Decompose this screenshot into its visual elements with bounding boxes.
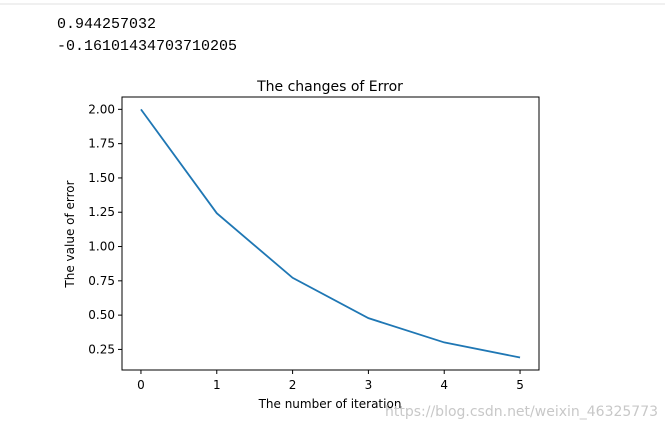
y-axis-label: The value of error [63,180,77,288]
chart-title: The changes of Error [256,79,403,95]
x-tick-label: 0 [137,378,145,392]
y-tick-label: 2.00 [88,102,115,116]
plot-frame [121,96,540,371]
y-tick-label: 1.75 [88,137,115,151]
y-tick-label: 1.25 [88,205,115,219]
y-tick-label: 0.75 [88,274,115,288]
x-axis-label: The number of iteration [258,397,402,411]
x-tick-label: 2 [289,378,297,392]
x-tick-label: 3 [365,378,373,392]
y-tick-label: 1.00 [88,240,115,254]
x-tick-label: 4 [440,378,448,392]
data-line [140,108,521,359]
watermark: https://blog.csdn.net/weixin_46325773 [385,404,658,420]
output-line: 0.944257032 [57,16,156,33]
x-tick-label: 5 [516,378,524,392]
y-tick-label: 1.50 [88,171,115,185]
x-tick-label: 1 [213,378,221,392]
y-tick-label: 0.25 [88,342,115,356]
output-line: -0.16101434703710205 [57,38,237,55]
y-tick-label: 0.50 [88,308,115,322]
